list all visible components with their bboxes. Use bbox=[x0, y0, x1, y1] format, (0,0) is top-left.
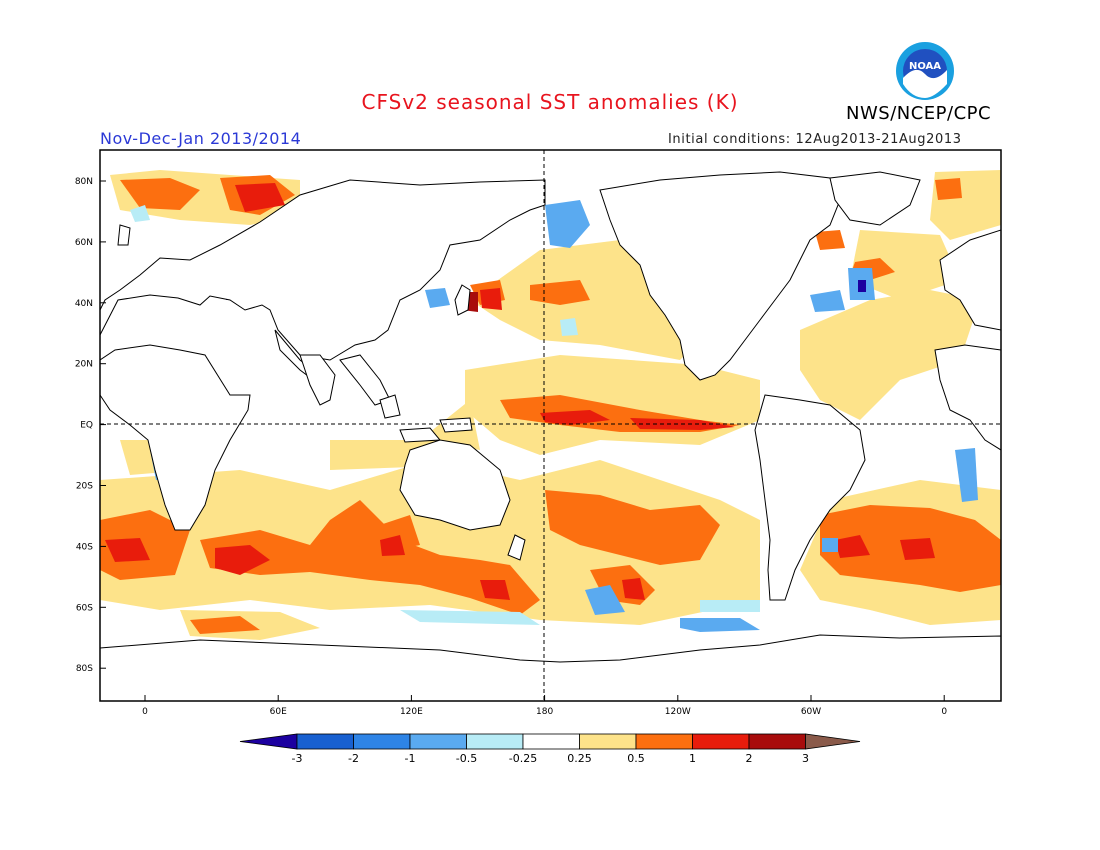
forecast-period: Nov-Dec-Jan 2013/2014 bbox=[100, 129, 302, 148]
colorbar-label-5: 0.25 bbox=[567, 752, 592, 765]
colorbar-swatch-3 bbox=[409, 733, 467, 750]
colorbar-swatch-6 bbox=[579, 733, 637, 750]
noaa-logo-text: NOAA bbox=[909, 61, 941, 72]
continents bbox=[100, 171, 1001, 701]
colorbar-arrow-min bbox=[239, 733, 298, 750]
colorbar-label-9: 3 bbox=[802, 752, 809, 765]
lon-label-5: 60W bbox=[801, 707, 821, 717]
colorbar-swatch-7 bbox=[635, 733, 693, 750]
lon-label-2: 120E bbox=[400, 707, 423, 717]
chart-title: CFSv2 seasonal SST anomalies (K) bbox=[361, 90, 739, 114]
anomaly-slightly-cool bbox=[130, 205, 760, 625]
lon-label-3: 180 bbox=[536, 707, 553, 717]
latitude-axis: 80N 60N 40N 20N EQ 20S 40S 60S 80S bbox=[75, 177, 106, 674]
noaa-logo: NOAA bbox=[896, 42, 954, 100]
colorbar-swatch-4 bbox=[466, 733, 524, 750]
anomaly-cool bbox=[150, 200, 978, 632]
colorbar-label-1: -2 bbox=[348, 752, 359, 765]
lon-label-0: 0 bbox=[142, 707, 148, 717]
colorbar-label-2: -1 bbox=[405, 752, 416, 765]
colorbar-swatch-1 bbox=[296, 733, 354, 750]
lon-label-6: 0 bbox=[941, 707, 947, 717]
lat-label-4: EQ bbox=[80, 421, 93, 431]
colorbar-swatch-9 bbox=[748, 733, 806, 750]
colorbar-swatch-2 bbox=[353, 733, 411, 750]
lat-label-3: 20N bbox=[75, 360, 93, 370]
colorbar-label-4: -0.25 bbox=[509, 752, 537, 765]
lat-label-2: 40N bbox=[75, 299, 93, 309]
lon-label-4: 120W bbox=[665, 707, 691, 717]
colorbar-label-6: 0.5 bbox=[627, 752, 645, 765]
lat-label-7: 60S bbox=[76, 603, 93, 613]
organization-label: NWS/NCEP/CPC bbox=[846, 103, 992, 124]
lon-label-1: 60E bbox=[270, 707, 287, 717]
longitude-axis: 0 60E 120E 180 120W 60W 0 bbox=[142, 695, 947, 717]
colorbar-label-8: 2 bbox=[746, 752, 753, 765]
lat-label-5: 20S bbox=[76, 482, 93, 492]
colorbar-swatch-5 bbox=[522, 733, 580, 750]
lat-label-8: 80S bbox=[76, 664, 93, 674]
colorbar-swatch-8 bbox=[692, 733, 750, 750]
anomaly-hot bbox=[105, 183, 935, 600]
colorbar-label-0: -3 bbox=[292, 752, 303, 765]
lat-label-6: 40S bbox=[76, 542, 93, 552]
lat-label-1: 60N bbox=[75, 238, 93, 248]
lat-label-0: 80N bbox=[75, 177, 93, 187]
map-frame bbox=[99, 149, 1002, 702]
colorbar-arrow-max bbox=[805, 733, 861, 750]
colorbar-label-7: 1 bbox=[689, 752, 696, 765]
initial-conditions: Initial conditions: 12Aug2013-21Aug2013 bbox=[668, 132, 962, 147]
colorbar-label-3: -0.5 bbox=[456, 752, 477, 765]
